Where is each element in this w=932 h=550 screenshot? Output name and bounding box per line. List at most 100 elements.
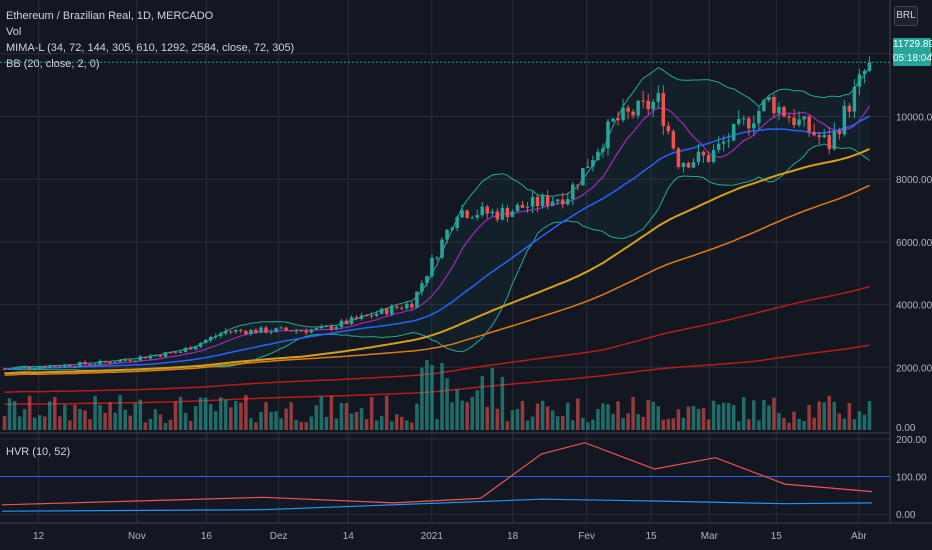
candle-body [254,329,258,333]
volume-bar [173,401,178,430]
candle-body [349,317,354,324]
candle-body [626,107,630,112]
candle-body [641,100,645,102]
volume-bar [244,395,248,430]
volume-bar [601,403,605,430]
candle-body [203,340,208,343]
bb-legend[interactable]: BB (20, close, 2, 0) [6,58,100,70]
candle-body [193,346,198,350]
candle-body [731,123,736,141]
volume-bar [213,411,218,430]
volume-bar [626,413,630,430]
volume-bar [747,419,751,430]
candle-body [198,342,203,347]
time-tick-label: 15 [645,531,657,542]
volume-bar [364,418,369,430]
candle-body [530,196,535,207]
volume-bar [269,411,273,430]
candle-body [787,116,791,118]
candle-body [354,317,359,319]
volume-bar [153,409,158,430]
volume-bar [113,412,117,430]
candle-body [752,123,756,129]
candle-body [27,366,32,369]
volume-bar [862,414,867,430]
candle-body [560,199,565,205]
candle-body [460,210,464,218]
candle-body [701,151,706,156]
volume-bar [334,418,339,430]
volume-bar [646,400,650,430]
volume-bar [641,417,645,430]
volume-bar [586,422,590,430]
candle-body [435,257,439,259]
price-tick-label: 4000.00 [896,301,932,312]
candle-body [249,329,253,335]
ma-red [4,285,870,393]
ma-blue [4,115,870,370]
volume-bar [726,403,731,430]
volume-bar [178,396,183,430]
volume-bar [666,418,671,430]
candle-body [736,118,741,124]
candle-body [485,206,490,214]
candle-body [490,211,495,214]
candle-body [812,131,816,136]
candle-body [2,368,7,370]
candle-body [646,100,650,110]
candle-body [767,96,771,101]
candle-body [827,135,832,150]
volume-bar [103,412,107,430]
volume-bar [32,417,37,430]
vol-legend[interactable]: Vol [6,26,22,38]
volume-bar [284,408,288,430]
candle-body [98,360,102,365]
volume-bar [696,408,701,430]
volume-bar [224,399,228,430]
time-tick-label: 12 [33,531,45,542]
volume-bar [857,411,862,430]
hvr-legend[interactable]: HVR (10, 52) [6,446,71,458]
ma-red-low [4,344,870,406]
candle-body [656,93,661,102]
volume-bar [83,410,87,430]
currency-button[interactable]: BRL [894,6,918,26]
time-tick-label: 15 [771,531,783,542]
volume-bar [807,404,811,430]
volume-bar [183,412,188,430]
candle-body [581,168,585,186]
price-tick-label: 6000.00 [896,238,932,249]
volume-bar [847,403,852,430]
volume-bar [73,404,77,430]
volume-bar [98,404,102,430]
volume-bar [460,400,464,430]
volume-bar [716,404,721,430]
candle-body [359,315,364,319]
volume-bar [384,395,389,430]
candle-body [565,199,570,205]
volume-bar [535,403,540,430]
candle-body [842,105,847,135]
candle-body [229,330,233,332]
volume-bar [304,422,309,430]
volume-bar [389,421,394,430]
candle-body [867,62,872,71]
mima-legend[interactable]: MIMA-L (34, 72, 144, 305, 610, 1292, 258… [6,42,295,54]
candle-body [163,352,168,357]
candle-body [83,362,87,365]
candle-body [178,351,183,353]
candle-body [123,359,127,361]
hvr-blue-line [1,498,873,512]
candle-body [847,105,852,112]
candle-body [716,143,721,150]
volume-bar [772,397,776,430]
candle-body [319,326,324,329]
volume-bar [93,395,97,430]
candle-body [188,348,193,350]
candle-body [510,211,515,218]
candle-body [73,366,77,368]
candle-body [304,330,309,333]
candle-body [782,106,786,117]
volume-bar [78,409,82,430]
